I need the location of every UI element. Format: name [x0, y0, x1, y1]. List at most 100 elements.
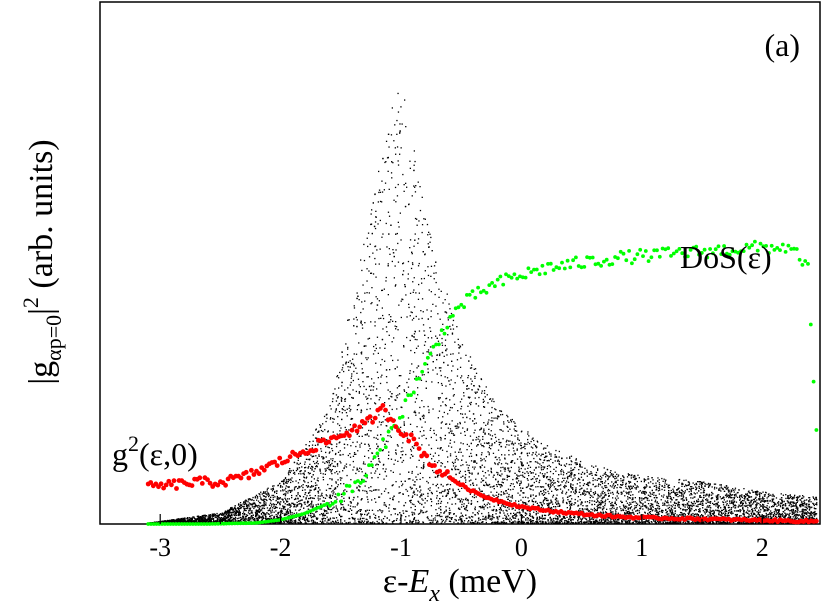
scatter-point	[380, 424, 382, 426]
scatter-point	[657, 490, 660, 492]
scatter-point	[395, 399, 397, 401]
scatter-point	[768, 513, 770, 515]
scatter-point	[415, 414, 417, 416]
scatter-point	[264, 513, 267, 516]
scatter-point	[483, 493, 485, 495]
scatter-point	[364, 490, 366, 492]
scatter-point	[690, 497, 692, 499]
scatter-point	[770, 494, 772, 496]
scatter-point	[462, 443, 464, 445]
scatter-point	[201, 515, 203, 518]
scatter-point	[351, 516, 353, 519]
scatter-point	[248, 510, 250, 512]
scatter-point	[553, 479, 555, 482]
scatter-point	[608, 501, 611, 503]
scatter-point	[428, 519, 430, 521]
scatter-point	[589, 518, 591, 520]
scatter-point	[194, 518, 197, 520]
scatter-point	[305, 477, 307, 479]
scatter-point	[750, 512, 752, 514]
scatter-point	[423, 434, 425, 436]
scatter-point	[699, 510, 701, 512]
scatter-point	[245, 505, 248, 507]
scatter-point	[366, 477, 368, 479]
scatter-point	[499, 442, 501, 444]
scatter-point	[533, 481, 535, 484]
scatter-point	[736, 496, 739, 498]
scatter-point	[517, 520, 519, 522]
scatter-point	[506, 496, 508, 498]
scatter-point	[348, 407, 350, 409]
scatter-point	[688, 488, 691, 490]
scatter-point	[283, 521, 286, 523]
scatter-point	[401, 447, 403, 449]
scatter-point	[668, 509, 671, 511]
scatter-point	[727, 495, 729, 497]
scatter-point	[523, 516, 525, 518]
scatter-point	[460, 506, 463, 508]
scatter-point	[353, 452, 356, 454]
scatter-point	[524, 496, 527, 498]
scatter-point	[448, 445, 450, 447]
scatter-point	[444, 434, 446, 437]
scatter-point	[613, 513, 615, 515]
scatter-point	[668, 515, 670, 517]
scatter-points-black	[148, 92, 818, 524]
scatter-point	[565, 463, 568, 465]
scatter-point	[570, 520, 572, 522]
scatter-point	[569, 504, 571, 506]
scatter-point	[429, 327, 431, 329]
scatter-point	[560, 470, 562, 472]
scatter-point	[497, 521, 499, 523]
scatter-point	[481, 512, 483, 515]
scatter-point	[792, 508, 795, 511]
scatter-point	[680, 498, 682, 500]
scatter-point	[599, 484, 602, 486]
scatter-point	[552, 494, 555, 496]
scatter-point	[417, 490, 419, 492]
scatter-point	[353, 453, 356, 455]
scatter-point	[466, 499, 468, 501]
scatter-point	[540, 506, 542, 509]
scatter-point	[506, 476, 508, 478]
scatter-point	[259, 502, 262, 504]
scatter-point	[441, 490, 443, 493]
scatter-point	[504, 522, 507, 524]
scatter-point	[313, 470, 315, 472]
scatter-point	[740, 515, 742, 517]
scatter-point	[344, 409, 346, 412]
scatter-point	[254, 506, 256, 508]
scatter-point	[428, 289, 430, 291]
scatter-point	[633, 513, 635, 515]
scatter-point	[368, 270, 370, 272]
scatter-point	[732, 504, 735, 506]
scatter-point	[649, 513, 651, 515]
scatter-point	[644, 505, 646, 507]
scatter-point	[480, 481, 482, 483]
scatter-point	[468, 455, 471, 458]
scatter-point	[626, 476, 629, 478]
scatter-point	[724, 505, 726, 508]
scatter-point	[457, 423, 459, 425]
scatter-point	[583, 489, 585, 491]
scatter-point	[392, 249, 394, 251]
scatter-point	[329, 518, 332, 520]
scatter-point	[624, 507, 626, 510]
scatter-point	[443, 411, 445, 414]
scatter-point	[511, 441, 513, 443]
scatter-point	[398, 427, 400, 429]
scatter-point	[518, 443, 520, 445]
scatter-point	[231, 520, 233, 522]
scatter-point	[271, 488, 274, 490]
scatter-point	[702, 507, 704, 509]
scatter-point	[500, 463, 503, 465]
scatter-point	[378, 300, 380, 302]
scatter-point	[419, 209, 422, 212]
scatter-point	[598, 507, 600, 509]
scatter-point	[390, 470, 392, 472]
scatter-point	[792, 502, 794, 504]
scatter-point	[679, 511, 682, 514]
scatter-point	[697, 522, 699, 524]
scatter-point	[699, 510, 701, 513]
scatter-point	[202, 516, 204, 518]
